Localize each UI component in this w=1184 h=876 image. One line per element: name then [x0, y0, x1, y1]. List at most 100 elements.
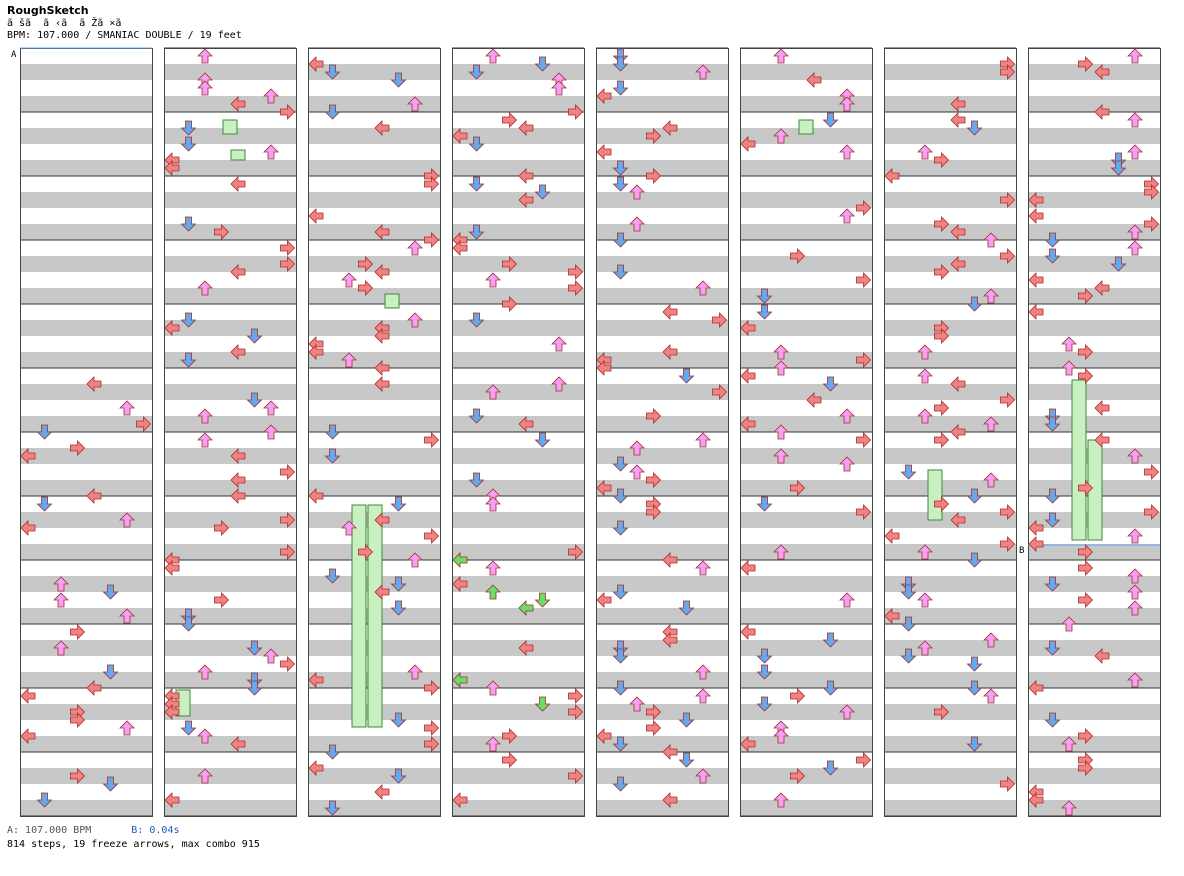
step-arrow-icon — [568, 280, 584, 296]
step-arrow-icon — [1044, 248, 1061, 264]
step-arrow-icon — [1110, 256, 1127, 272]
step-arrow-icon — [740, 560, 756, 576]
step-arrow-icon — [102, 664, 119, 680]
step-arrow-icon — [308, 208, 324, 224]
step-arrow-icon — [230, 264, 246, 280]
step-arrow-icon — [424, 720, 440, 736]
column-border — [884, 48, 1017, 817]
beat-stripe — [21, 608, 152, 624]
step-arrow-icon — [214, 224, 230, 240]
step-arrow-icon — [263, 144, 279, 160]
beat-stripe — [741, 448, 872, 464]
step-arrow-icon — [1078, 544, 1094, 560]
beat-stripe — [741, 320, 872, 336]
step-arrow-icon — [485, 584, 501, 600]
beat-stripe — [165, 224, 296, 240]
beat-stripe — [165, 800, 296, 816]
beat-stripe — [453, 576, 584, 592]
step-arrow-icon — [341, 352, 357, 368]
step-arrow-icon — [407, 96, 423, 112]
step-arrow-icon — [358, 544, 374, 560]
column-border — [596, 48, 729, 817]
beat-stripe — [1029, 544, 1160, 560]
step-arrow-icon — [197, 664, 213, 680]
step-arrow-icon — [502, 728, 518, 744]
step-arrow-icon — [934, 400, 950, 416]
step-arrow-icon — [756, 496, 773, 512]
step-arrow-icon — [1078, 344, 1094, 360]
beat-stripe — [741, 800, 872, 816]
step-arrow-icon — [358, 256, 374, 272]
step-arrow-icon — [374, 784, 390, 800]
step-arrow-icon — [485, 560, 501, 576]
freeze-arrow-body — [222, 119, 238, 135]
column-border — [308, 48, 441, 817]
beat-stripe — [21, 672, 152, 688]
step-arrow-icon — [518, 416, 534, 432]
beat-stripe — [21, 96, 152, 112]
step-arrow-icon — [280, 544, 296, 560]
step-arrow-icon — [374, 584, 390, 600]
beat-stripe — [453, 224, 584, 240]
step-arrow-icon — [1028, 520, 1044, 536]
step-arrow-icon — [424, 528, 440, 544]
beat-stripe — [885, 736, 1016, 752]
step-arrow-icon — [424, 736, 440, 752]
beat-stripe — [741, 256, 872, 272]
step-arrow-icon — [119, 720, 135, 736]
step-arrow-icon — [280, 656, 296, 672]
beat-stripe — [309, 64, 440, 80]
step-arrow-icon — [695, 280, 711, 296]
step-arrow-icon — [1044, 576, 1061, 592]
step-arrow-icon — [934, 704, 950, 720]
step-arrow-icon — [983, 416, 999, 432]
step-arrow-icon — [485, 272, 501, 288]
step-arrow-icon — [1044, 640, 1061, 656]
step-arrow-icon — [263, 424, 279, 440]
beat-stripe — [453, 160, 584, 176]
step-arrow-icon — [468, 64, 485, 80]
step-arrow-icon — [934, 496, 950, 512]
beat-stripe — [597, 384, 728, 400]
step-arrow-icon — [119, 512, 135, 528]
song-subtitle: ã šã ã ‹ã ã Žã ×ã — [7, 18, 122, 29]
step-arrow-icon — [424, 176, 440, 192]
step-arrow-icon — [612, 176, 629, 192]
beat-stripe — [165, 384, 296, 400]
step-arrow-icon — [806, 72, 822, 88]
step-arrow-icon — [374, 512, 390, 528]
beat-stripe — [1029, 704, 1160, 720]
beat-stripe — [1029, 352, 1160, 368]
step-arrow-icon — [950, 112, 966, 128]
step-arrow-icon — [1000, 64, 1016, 80]
step-arrow-icon — [790, 688, 806, 704]
step-arrow-icon — [468, 408, 485, 424]
step-arrow-icon — [485, 48, 501, 64]
step-arrow-icon — [966, 552, 983, 568]
step-arrow-icon — [612, 160, 629, 176]
beat-stripe — [597, 704, 728, 720]
step-arrow-icon — [822, 680, 839, 696]
step-arrow-icon — [407, 664, 423, 680]
step-arrow-icon — [629, 440, 645, 456]
beat-stripe — [741, 768, 872, 784]
step-arrow-icon — [740, 736, 756, 752]
beat-stripe — [597, 768, 728, 784]
step-arrow-icon — [1127, 584, 1143, 600]
beat-stripe — [741, 352, 872, 368]
beat-stripe — [309, 448, 440, 464]
beat-stripe — [453, 768, 584, 784]
step-arrow-icon — [452, 128, 468, 144]
beat-stripe — [309, 160, 440, 176]
beat-stripe — [309, 800, 440, 816]
step-arrow-icon — [822, 760, 839, 776]
beat-stripe — [885, 768, 1016, 784]
step-arrow-icon — [324, 448, 341, 464]
beat-stripe — [21, 736, 152, 752]
beat-stripe — [165, 704, 296, 720]
beat-stripe — [453, 608, 584, 624]
step-arrow-icon — [197, 768, 213, 784]
step-arrow-icon — [629, 696, 645, 712]
step-arrow-icon — [502, 112, 518, 128]
step-arrow-icon — [424, 432, 440, 448]
